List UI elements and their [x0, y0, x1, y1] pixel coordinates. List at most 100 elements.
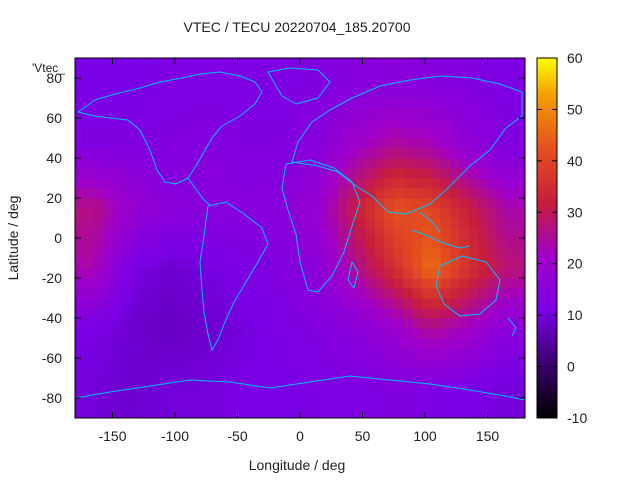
heatmap-cell	[253, 158, 264, 169]
heatmap-cell	[253, 268, 264, 279]
heatmap-cell	[150, 398, 160, 409]
africa-coast	[281, 159, 361, 293]
heatmap-cell	[215, 78, 226, 89]
heatmap-cell	[431, 388, 442, 399]
heatmap-cell	[318, 248, 329, 259]
heatmap-cell	[84, 148, 95, 159]
heatmap-cell	[478, 78, 489, 89]
heatmap-cell	[328, 98, 339, 109]
heatmap-cell	[337, 348, 348, 359]
heatmap-cell	[281, 128, 292, 139]
heatmap-cell	[262, 288, 273, 299]
heatmap-cell	[393, 78, 404, 89]
heatmap-cell	[131, 128, 142, 139]
heatmap-cell	[356, 408, 367, 418]
heatmap-cell	[346, 158, 357, 169]
heatmap-cell	[356, 138, 367, 149]
heatmap-cell	[159, 288, 170, 299]
heatmap-cell	[103, 118, 114, 129]
heatmap-cell	[178, 88, 189, 99]
heatmap-cell	[412, 238, 423, 249]
heatmap-cell	[215, 378, 226, 389]
heatmap-cell	[281, 238, 292, 249]
heatmap-cell	[131, 108, 142, 119]
heatmap-cell	[403, 268, 414, 279]
heatmap-cell	[271, 258, 282, 269]
heatmap-cell	[234, 308, 245, 319]
heatmap-cell	[412, 178, 423, 189]
heatmap-cell	[140, 238, 151, 249]
heatmap-cell	[243, 138, 254, 149]
heatmap-cell	[450, 268, 460, 279]
heatmap-cell	[375, 268, 385, 279]
heatmap-cell	[318, 348, 329, 359]
heatmap-cell	[75, 158, 85, 169]
heatmap-cell	[253, 188, 264, 199]
heatmap-cell	[140, 388, 151, 399]
heatmap-cell	[243, 198, 254, 209]
heatmap-cell	[431, 268, 442, 279]
heatmap-cell	[403, 128, 414, 139]
heatmap-cell	[440, 308, 451, 319]
heatmap-cell	[403, 228, 414, 239]
south-america-coast	[199, 201, 269, 351]
heatmap-cell	[328, 328, 339, 339]
heatmap-cell	[431, 308, 442, 319]
heatmap-cell	[225, 68, 235, 79]
heatmap-cell	[196, 358, 207, 369]
heatmap-cell	[431, 198, 442, 209]
heatmap-cell	[271, 348, 282, 359]
heatmap-cell	[478, 128, 489, 139]
heatmap-cell	[468, 218, 479, 229]
heatmap-cell	[403, 278, 414, 289]
heatmap-cell	[290, 58, 301, 69]
heatmap-cell	[412, 78, 423, 89]
heatmap-cell	[506, 378, 517, 389]
heatmap-cell	[281, 148, 292, 159]
heatmap-cell	[112, 278, 123, 289]
heatmap-cell	[253, 318, 264, 329]
heatmap-cell	[403, 368, 414, 379]
heatmap-cell	[253, 218, 264, 229]
heatmap-cell	[178, 308, 189, 319]
y-tick-label: 60	[46, 110, 62, 126]
heatmap-cell	[271, 178, 282, 189]
heatmap-cell	[384, 208, 395, 219]
heatmap-cell	[93, 178, 104, 189]
heatmap-cell	[103, 338, 114, 349]
heatmap-cell	[431, 88, 442, 99]
heatmap-cell	[84, 358, 95, 369]
heatmap-cell	[112, 198, 123, 209]
heatmap-cell	[300, 278, 310, 289]
heatmap-cell	[328, 278, 339, 289]
heatmap-cell	[206, 328, 217, 339]
heatmap-cell	[515, 218, 525, 229]
heatmap-cell	[403, 238, 414, 249]
heatmap-cell	[93, 168, 104, 179]
heatmap-cell	[309, 168, 320, 179]
heatmap-cell	[290, 398, 301, 409]
heatmap-cell	[215, 188, 226, 199]
heatmap-cell	[337, 408, 348, 418]
heatmap-cell	[271, 58, 282, 69]
heatmap-cell	[253, 408, 264, 418]
heatmap-cell	[421, 68, 432, 79]
heatmap-cell	[121, 358, 132, 369]
heatmap-cell	[75, 118, 85, 129]
heatmap-cell	[131, 388, 142, 399]
heatmap-cell	[421, 328, 432, 339]
heatmap-cell	[300, 148, 310, 159]
heatmap-cell	[103, 388, 114, 399]
heatmap-cell	[356, 368, 367, 379]
heatmap-cell	[159, 78, 170, 89]
heatmap-cell	[515, 338, 525, 349]
heatmap-cell	[243, 248, 254, 259]
heatmap-cell	[506, 98, 517, 109]
heatmap-cell	[309, 58, 320, 69]
heatmap-cell	[421, 148, 432, 159]
heatmap-cell	[112, 118, 123, 129]
heatmap-cell	[337, 78, 348, 89]
heatmap-cell	[168, 378, 179, 389]
heatmap-cell	[393, 378, 404, 389]
heatmap-cell	[318, 178, 329, 189]
